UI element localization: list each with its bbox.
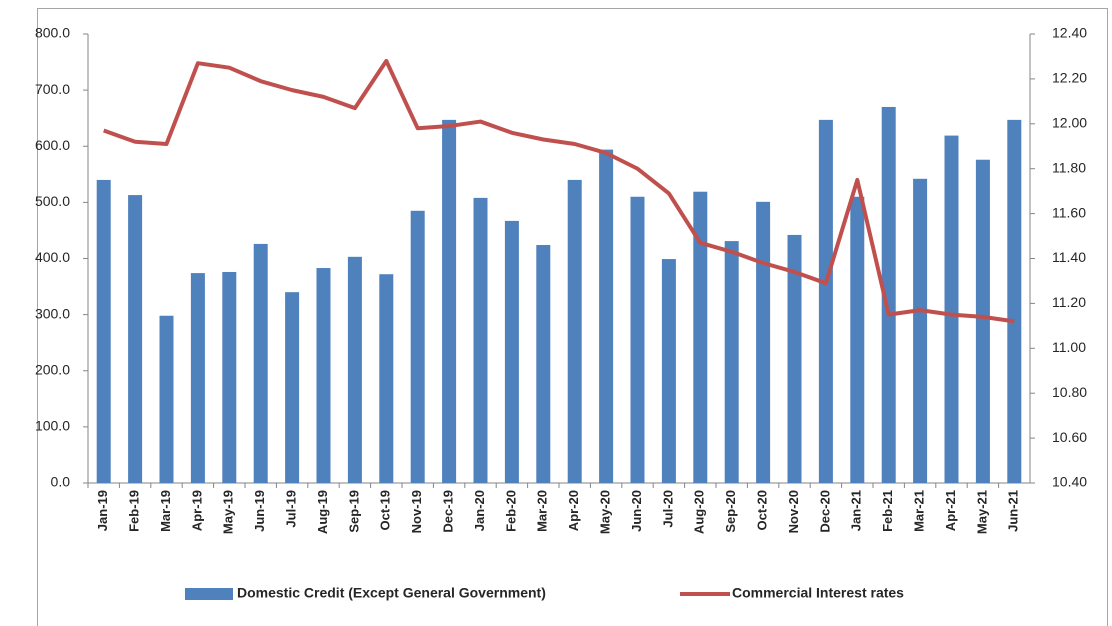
y2-tick-label: 11.40 [1052,249,1086,265]
bar [850,196,865,483]
y-tick-label: 0.0 [51,474,71,490]
y-tick-label: 700.0 [35,81,70,97]
bar [881,106,896,484]
x-tick-label: May-19 [221,490,236,534]
bar [316,268,331,483]
bar [190,273,205,483]
y2-tick-label: 11.60 [1052,204,1086,220]
x-tick-label: Mar-21 [912,490,927,532]
bar [253,243,268,483]
bar [567,179,582,484]
x-tick-label: Jul-19 [284,490,299,528]
x-tick-label: Oct-19 [378,490,393,530]
x-tick-label: Apr-21 [943,490,958,531]
y2-tick-label: 10.60 [1052,429,1087,445]
bar [661,259,676,483]
y-tick-label: 500.0 [35,193,70,209]
x-tick-label: Jul-20 [660,490,675,528]
x-tick-label: Dec-20 [817,490,832,533]
x-tick-label: Aug-20 [692,490,707,534]
x-tick-label: Apr-20 [566,490,581,531]
bar [347,256,362,483]
x-tick-label: Nov-20 [786,490,801,533]
bar [473,197,488,483]
bar [1007,119,1022,483]
x-tick-label: Aug-19 [315,490,330,534]
x-tick-label: Jun-19 [252,490,267,532]
bar [599,149,614,483]
bar [159,315,174,483]
bar [818,119,833,483]
x-tick-label: Nov-19 [409,490,424,533]
bar [756,201,771,483]
x-tick-label: Jan-21 [849,490,864,531]
x-tick-label: Jan-19 [95,490,110,531]
x-tick-label: Feb-20 [503,490,518,532]
bar [630,196,645,483]
bar [128,195,143,484]
y2-tick-label: 12.00 [1052,115,1087,131]
y2-tick-label: 10.80 [1052,384,1087,400]
y2-tick-label: 12.20 [1052,70,1087,86]
x-tick-label: Mar-20 [535,490,550,532]
x-tick-label: Feb-19 [127,490,142,532]
legend-swatch [185,588,233,600]
y2-tick-label: 11.80 [1052,159,1086,175]
y-tick-label: 300.0 [35,305,70,321]
legend-label: Commercial Interest rates [732,585,904,601]
y2-tick-label: 12.40 [1052,25,1087,41]
bar [285,292,300,483]
y2-tick-label: 11.00 [1052,339,1086,355]
x-tick-label: Sep-19 [346,490,361,533]
y2-tick-label: 10.40 [1052,474,1087,490]
x-tick-label: Apr-19 [189,490,204,531]
y-tick-label: 200.0 [35,361,70,377]
bar [222,271,237,483]
bar [944,135,959,483]
bar [379,274,394,483]
x-tick-label: Jun-20 [629,490,644,532]
y-tick-label: 400.0 [35,249,70,265]
x-tick-label: May-20 [598,490,613,534]
bar [442,119,457,483]
line [103,58,1015,324]
bar [975,159,990,483]
x-tick-label: Jan-20 [472,490,487,531]
bar [410,210,425,483]
x-tick-label: Dec-19 [441,490,456,533]
bar [913,178,928,484]
x-tick-label: Oct-20 [755,490,770,530]
x-tick-label: Sep-20 [723,490,738,533]
bar [96,179,111,484]
x-tick-label: Mar-19 [158,490,173,532]
y-tick-label: 800.0 [35,25,70,41]
y2-tick-label: 11.20 [1052,294,1086,310]
bar [693,191,708,483]
y-tick-label: 100.0 [35,418,70,434]
bar [724,241,739,483]
legend-label: Domestic Credit (Except General Governme… [237,585,546,601]
x-tick-label: Jun-21 [1006,490,1021,532]
x-tick-label: Feb-21 [880,490,895,532]
bar [504,220,519,484]
bar [536,245,551,483]
chart-border [37,8,1108,626]
bar [787,234,802,483]
x-tick-label: May-21 [974,490,989,534]
y-tick-label: 600.0 [35,137,70,153]
